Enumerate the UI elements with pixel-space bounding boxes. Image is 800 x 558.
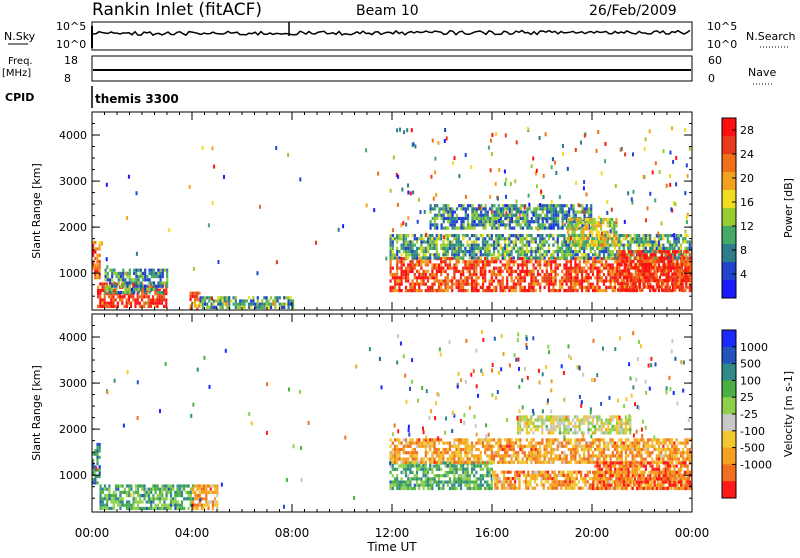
power-ytick-label-2: 3000	[59, 175, 87, 188]
power-colorbar-tick-3: 16	[740, 196, 754, 209]
nsky-line	[93, 30, 690, 35]
power-colorbar: 4 8 12 16 20 24 28 Power [dB]	[722, 118, 795, 299]
x-tick-label-0: 00:00	[75, 526, 110, 540]
velocity-colorbar-tick-1: 500	[740, 358, 761, 371]
power-data	[92, 126, 694, 311]
freq-panel	[92, 56, 692, 81]
cpid-label: CPID	[5, 91, 34, 104]
power-colorbar-tick-0: 4	[740, 268, 747, 281]
power-colorbar-tick-4: 20	[740, 172, 754, 185]
velocity-colorbar-swatch-3	[722, 380, 736, 397]
x-tick-label-5: 20:00	[575, 526, 610, 540]
velocity-ytick-label-3: 4000	[59, 331, 87, 344]
velocity-colorbar-swatch-6	[722, 431, 736, 448]
velocity-colorbar-swatch-0	[722, 330, 736, 347]
velocity-colorbar: 1000 500 100 25 -25 -100 -500 -1000 Velocity [m …	[722, 330, 795, 499]
cpid-value: themis 3300	[95, 92, 179, 106]
velocity-ytick-label-2: 3000	[59, 377, 87, 390]
velocity-ylabel: Slant Range [km]	[30, 365, 43, 461]
power-colorbar-tick-6: 28	[740, 124, 754, 137]
station-title: Rankin Inlet (fitACF)	[92, 0, 262, 20]
date-title: 26/Feb/2009	[589, 3, 677, 19]
freq-label: Freq.	[8, 56, 33, 67]
velocity-colorbar-tick-4: -25	[740, 408, 758, 421]
velocity-ytick-label-1: 2000	[59, 423, 87, 436]
power-region-3	[190, 292, 201, 311]
x-tick-label-4: 16:00	[475, 526, 510, 540]
freq-tick-top: 18	[64, 54, 78, 67]
power-colorbar-swatch-6	[722, 226, 736, 245]
power-colorbar-tick-5: 24	[740, 148, 754, 161]
power-ytick-label-3: 4000	[59, 129, 87, 142]
power-colorbar-swatch-8	[722, 262, 736, 281]
nsky-tick-bottom: 10^0	[56, 38, 86, 51]
nsearch-label: N.Search	[746, 30, 796, 43]
power-colorbar-swatch-5	[722, 208, 736, 227]
nsky-label: N.Sky	[4, 30, 36, 43]
velocity-colorbar-tick-0: 1000	[740, 341, 768, 354]
power-colorbar-swatch-4	[722, 190, 736, 209]
x-tick-label-2: 08:00	[275, 526, 310, 540]
power-colorbar-label: Power [dB]	[782, 178, 795, 238]
power-ytick-label-1: 2000	[59, 221, 87, 234]
nsky-tick-top: 10^5	[56, 20, 86, 33]
nsky-panel	[92, 22, 692, 50]
nsearch-tick-bottom: 10^0	[707, 38, 737, 51]
nave-label: Nave	[748, 66, 776, 79]
velocity-region-1	[100, 484, 195, 510]
velocity-colorbar-swatch-1	[722, 347, 736, 364]
velocity-colorbar-tick-6: -500	[740, 442, 765, 455]
freq-unit: [MHz]	[2, 68, 31, 79]
velocity-colorbar-tick-5: -100	[740, 425, 765, 438]
velocity-ytick-label-0: 1000	[59, 469, 87, 482]
power-ytick-label-0: 1000	[59, 267, 87, 280]
power-panel: 1000 2000 3000 4000 Slant Range [km]	[30, 112, 694, 311]
nave-tick-bottom: 0	[708, 72, 715, 85]
freq-tick-bottom: 8	[64, 72, 71, 85]
power-colorbar-swatch-0	[722, 118, 736, 137]
power-colorbar-swatch-2	[722, 154, 736, 173]
velocity-region-6	[517, 415, 631, 434]
velocity-colorbar-label: Velocity [m s-1]	[782, 371, 795, 457]
nsky-trace	[92, 22, 690, 48]
x-tick-label-3: 12:00	[375, 526, 410, 540]
velocity-panel: 1000 2000 3000 4000 Slant Range [km]	[30, 314, 693, 512]
power-colorbar-swatch-9	[722, 280, 736, 299]
velocity-colorbar-swatch-9	[722, 481, 736, 498]
beam-title: Beam 10	[356, 3, 419, 19]
velocity-colorbar-tick-2: 100	[740, 374, 761, 387]
power-colorbar-swatch-7	[722, 244, 736, 263]
velocity-region-4	[390, 438, 694, 464]
power-colorbar-tick-1: 8	[740, 244, 747, 257]
velocity-data	[92, 330, 693, 510]
power-colorbar-swatch-1	[722, 136, 736, 155]
velocity-colorbar-tick-7: -1000	[740, 458, 772, 471]
x-axis-label: Time UT	[366, 540, 417, 554]
velocity-colorbar-swatch-4	[722, 397, 736, 414]
velocity-colorbar-tick-3: 25	[740, 391, 754, 404]
velocity-region-3	[390, 461, 493, 490]
velocity-colorbar-swatch-5	[722, 414, 736, 431]
nave-tick-top: 60	[708, 54, 722, 67]
time-axis: 00:00 04:00 08:00 12:00 16:00 20:00 00:00	[75, 526, 710, 540]
nsearch-tick-top: 10^5	[707, 20, 737, 33]
velocity-colorbar-swatch-8	[722, 464, 736, 481]
x-tick-label-6: 00:00	[675, 526, 710, 540]
velocity-region-2	[192, 484, 218, 510]
power-colorbar-tick-2: 12	[740, 220, 754, 233]
power-ylabel: Slant Range [km]	[30, 163, 43, 259]
power-colorbar-swatch-3	[722, 172, 736, 191]
x-tick-label-1: 04:00	[175, 526, 210, 540]
velocity-colorbar-swatch-7	[722, 448, 736, 465]
velocity-colorbar-swatch-2	[722, 364, 736, 381]
